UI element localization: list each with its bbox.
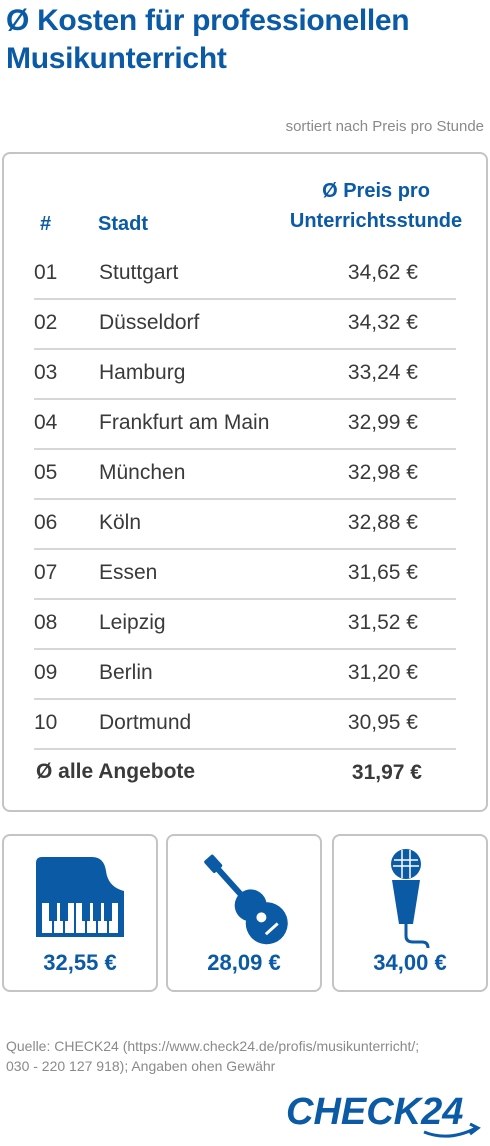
row-city: Düsseldorf xyxy=(99,311,200,334)
row-city: Stuttgart xyxy=(99,261,179,284)
row-rank: 03 xyxy=(34,361,58,384)
table-row: 03 Hamburg 33,24 € xyxy=(4,350,486,400)
table-row: 06 Köln 32,88 € xyxy=(4,500,486,550)
row-price: 31,65 € xyxy=(347,561,418,584)
row-price: 34,62 € xyxy=(347,261,418,284)
row-divider xyxy=(34,298,456,300)
row-price: 32,88 € xyxy=(347,511,418,534)
table-row: 07 Essen 31,65 € xyxy=(4,550,486,600)
row-rank: 07 xyxy=(34,561,58,584)
sort-note: sortiert nach Preis pro Stunde xyxy=(285,118,484,135)
table-row: 04 Frankfurt am Main 32,99 € xyxy=(4,400,486,450)
row-divider xyxy=(34,598,456,600)
table-row: 01 Stuttgart 34,62 € xyxy=(4,250,486,300)
row-rank: 06 xyxy=(34,511,58,534)
guitar-icon xyxy=(168,844,320,952)
piano-card: 32,55 € xyxy=(2,834,158,992)
row-price: 31,52 € xyxy=(347,611,418,634)
row-city: Frankfurt am Main xyxy=(99,411,270,434)
microphone-card: 34,00 € xyxy=(332,834,488,992)
row-city: Essen xyxy=(99,561,158,584)
total-label: Ø alle Angebote xyxy=(36,760,196,783)
check24-logo: CHECK24 xyxy=(284,1088,484,1144)
microphone-icon xyxy=(334,844,486,952)
piano-price: 32,55 € xyxy=(43,950,117,975)
column-header-city: Stadt xyxy=(98,213,148,235)
row-rank: 10 xyxy=(34,711,58,734)
table-row-total: Ø alle Angebote 31,97 € xyxy=(4,750,486,800)
guitar-card: 28,09 € xyxy=(166,834,322,992)
table-row: 10 Dortmund 30,95 € xyxy=(4,700,486,750)
row-divider xyxy=(34,648,456,650)
row-rank: 05 xyxy=(34,461,58,484)
total-price: 31,97 € xyxy=(351,761,422,784)
row-price: 30,95 € xyxy=(347,711,418,734)
row-city: Dortmund xyxy=(99,711,192,734)
row-rank: 09 xyxy=(34,661,58,684)
row-rank: 08 xyxy=(34,611,58,634)
row-city: Berlin xyxy=(99,661,153,684)
price-table: # Stadt Ø Preis pro Unterrichtsstunde 01… xyxy=(2,152,488,812)
row-city: München xyxy=(99,461,186,484)
row-price: 32,98 € xyxy=(347,461,418,484)
row-rank: 01 xyxy=(34,261,58,284)
row-rank: 04 xyxy=(34,411,58,434)
row-divider xyxy=(34,448,456,450)
guitar-price: 28,09 € xyxy=(207,950,281,975)
row-city: Köln xyxy=(99,511,142,534)
row-divider xyxy=(34,398,456,400)
source-note: Quelle: CHECK24 (https://www.check24.de/… xyxy=(6,1038,420,1074)
row-price: 34,32 € xyxy=(347,311,418,334)
table-row: 09 Berlin 31,20 € xyxy=(4,650,486,700)
row-city: Leipzig xyxy=(99,611,166,634)
page-title: Ø Kosten für professionellen Musikunterr… xyxy=(6,4,410,75)
table-row: 08 Leipzig 31,52 € xyxy=(4,600,486,650)
row-divider xyxy=(34,348,456,350)
table-row: 05 München 32,98 € xyxy=(4,450,486,500)
row-price: 33,24 € xyxy=(347,361,418,384)
logo-text: CHECK24 xyxy=(286,1091,463,1133)
column-header-rank: # xyxy=(40,213,52,235)
microphone-price: 34,00 € xyxy=(373,950,447,975)
row-price: 32,99 € xyxy=(347,411,418,434)
row-rank: 02 xyxy=(34,311,58,334)
column-header-price: Ø Preis pro Unterrichtsstunde xyxy=(289,180,463,232)
piano-icon xyxy=(4,844,156,952)
row-city: Hamburg xyxy=(99,361,186,384)
row-divider xyxy=(34,548,456,550)
row-divider xyxy=(34,698,456,700)
row-divider xyxy=(34,748,456,750)
table-row: 02 Düsseldorf 34,32 € xyxy=(4,300,486,350)
row-divider xyxy=(34,498,456,500)
row-price: 31,20 € xyxy=(347,661,418,684)
